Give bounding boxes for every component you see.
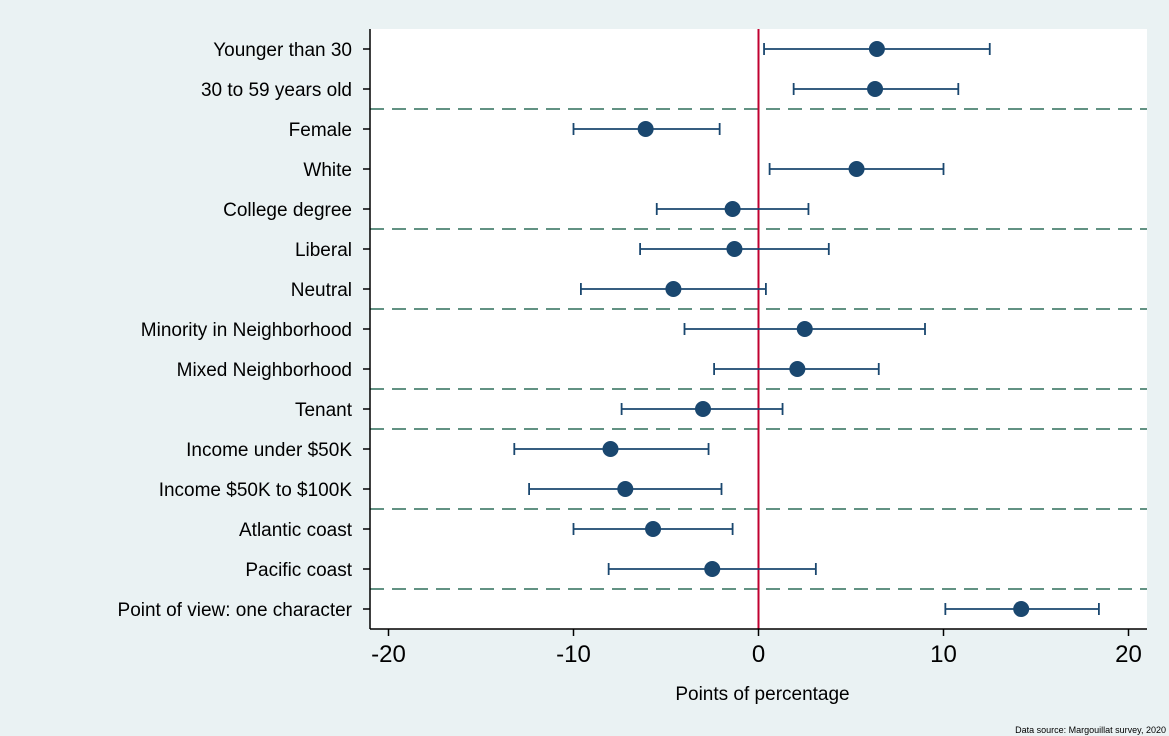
y-tick-label: Younger than 30: [213, 40, 352, 61]
x-tick-label: -20: [371, 641, 406, 668]
point-estimate: [617, 481, 634, 497]
x-tick-label: 10: [930, 641, 957, 668]
point-estimate: [796, 321, 813, 337]
point-estimate: [868, 41, 885, 57]
point-estimate: [1013, 601, 1030, 617]
y-axis: Younger than 30 30 to 59 years old Female W…: [118, 29, 371, 629]
point-estimate: [704, 561, 721, 577]
y-tick-label: Tenant: [295, 400, 353, 421]
point-estimate: [726, 241, 743, 257]
x-tick-label: 0: [752, 641, 765, 668]
y-tick-label: Income under $50K: [186, 440, 352, 461]
point-estimate: [789, 361, 806, 377]
x-axis: -20 -10 0 10 20: [370, 628, 1147, 668]
y-tick-label: Pacific coast: [245, 560, 352, 581]
point-estimate: [724, 201, 741, 217]
y-tick-label: Female: [289, 120, 352, 141]
y-tick-label: Minority in Neighborhood: [141, 320, 352, 341]
y-tick-label: Liberal: [295, 240, 352, 261]
y-tick-label: Mixed Neighborhood: [177, 360, 352, 381]
coefficient-marks: [513, 41, 1100, 617]
data-source-note: Data source: Margouillat survey, 2020: [1015, 725, 1166, 735]
point-estimate: [602, 441, 619, 457]
y-tick-label: Income $50K to $100K: [159, 480, 353, 501]
y-tick-label: Neutral: [291, 280, 352, 301]
point-estimate: [867, 81, 884, 97]
x-tick-label: -10: [556, 641, 591, 668]
y-tick-label: College degree: [223, 200, 352, 221]
point-estimate: [665, 281, 682, 297]
y-tick-label: White: [303, 160, 352, 181]
y-tick-label: 30 to 59 years old: [201, 80, 352, 101]
point-estimate: [695, 401, 711, 417]
x-tick-label: 20: [1115, 641, 1142, 668]
x-axis-title: Points of percentage: [675, 684, 849, 705]
point-estimate: [637, 121, 654, 137]
y-tick-label: Atlantic coast: [239, 520, 353, 541]
y-tick-label: Point of view: one character: [118, 600, 353, 621]
point-estimate: [645, 521, 662, 537]
point-estimate: [848, 161, 865, 177]
group-separators: [370, 108, 1147, 590]
